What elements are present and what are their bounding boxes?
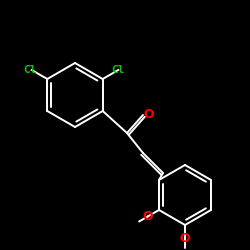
Text: O: O	[144, 108, 154, 120]
Text: O: O	[180, 232, 190, 244]
Text: Cl: Cl	[112, 65, 125, 75]
Text: Cl: Cl	[23, 65, 36, 75]
Text: O: O	[142, 210, 153, 223]
